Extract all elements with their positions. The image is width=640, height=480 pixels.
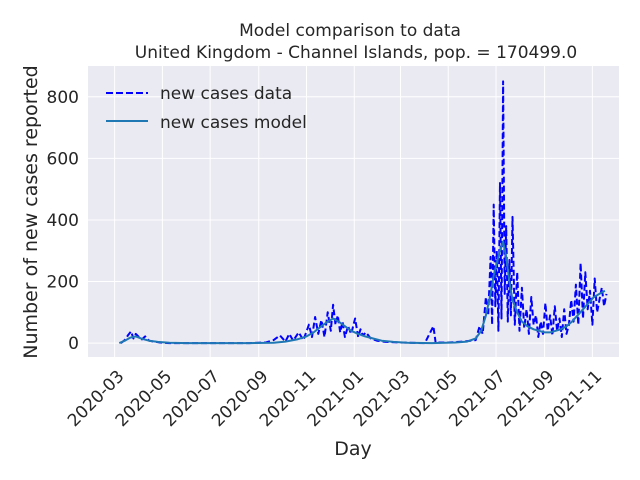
y-tick-label: 200 [47,273,79,293]
legend: new cases data new cases model [106,84,307,133]
series-layer [118,80,608,345]
y-tick-label: 400 [47,211,79,231]
plot-area [88,66,619,357]
legend-data-label: new cases data [160,84,292,104]
chart-title: Model comparison to data [239,21,461,41]
chart-subtitle: United Kingdom - Channel Islands, pop. =… [135,43,577,63]
y-tick-label: 800 [47,88,79,108]
grid [88,66,619,357]
legend-model-label: new cases model [160,113,307,133]
model-series-line [118,240,606,345]
x-axis-label: Day [334,438,372,460]
data-series-line [120,80,608,345]
y-tick-label: 600 [47,149,79,169]
y-axis-ticks: 0 200 400 600 800 [47,88,79,354]
y-axis-label: Number of new cases reported [20,65,42,358]
y-tick-label: 0 [68,334,79,354]
